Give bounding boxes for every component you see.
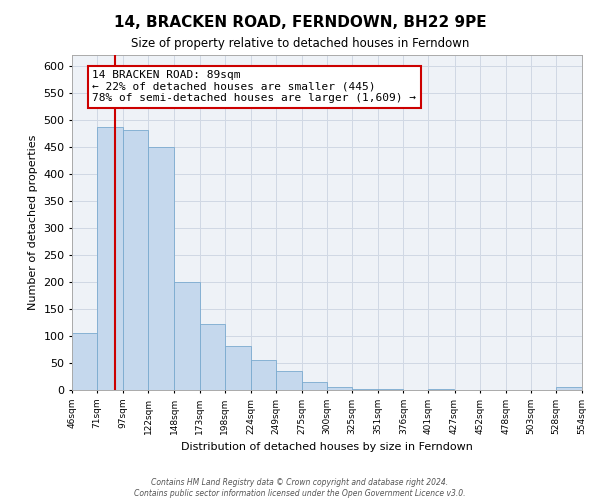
Bar xyxy=(148,147,175,390)
Bar xyxy=(123,130,148,390)
Bar xyxy=(97,127,123,390)
Bar xyxy=(276,371,302,390)
Bar xyxy=(72,334,97,390)
X-axis label: Distribution of detached houses by size in Ferndown: Distribution of detached houses by size … xyxy=(181,442,473,452)
Text: 14 BRACKEN ROAD: 89sqm
← 22% of detached houses are smaller (445)
78% of semi-de: 14 BRACKEN ROAD: 89sqm ← 22% of detached… xyxy=(92,70,416,103)
Text: 14, BRACKEN ROAD, FERNDOWN, BH22 9PE: 14, BRACKEN ROAD, FERNDOWN, BH22 9PE xyxy=(113,15,487,30)
Bar xyxy=(352,389,378,390)
Bar xyxy=(327,388,352,390)
Bar xyxy=(175,282,200,390)
Bar xyxy=(302,382,327,390)
Bar xyxy=(224,346,251,390)
Bar xyxy=(556,388,582,390)
Bar xyxy=(251,360,276,390)
Text: Size of property relative to detached houses in Ferndown: Size of property relative to detached ho… xyxy=(131,38,469,51)
Text: Contains HM Land Registry data © Crown copyright and database right 2024.
Contai: Contains HM Land Registry data © Crown c… xyxy=(134,478,466,498)
Bar xyxy=(199,324,224,390)
Y-axis label: Number of detached properties: Number of detached properties xyxy=(28,135,38,310)
